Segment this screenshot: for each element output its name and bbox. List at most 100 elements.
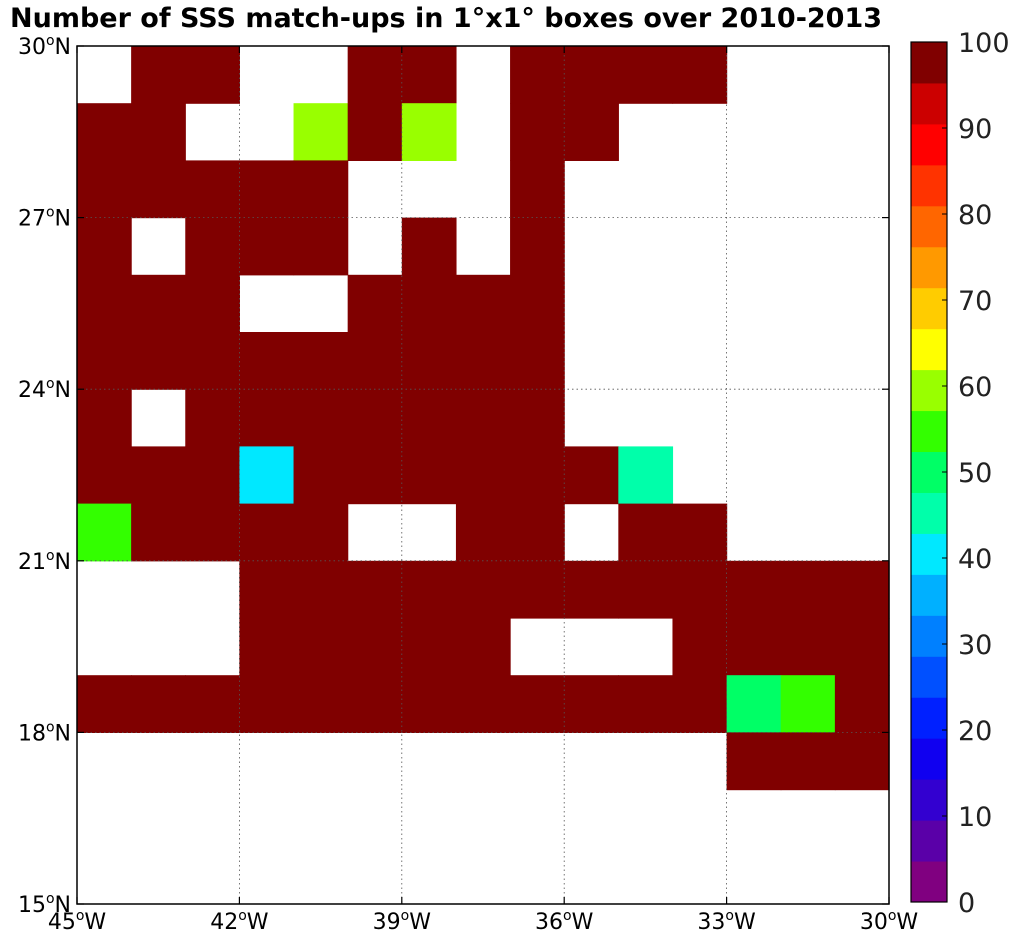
y-tick-label: 15oN: [18, 891, 71, 918]
colorbar: [910, 41, 948, 903]
heatmap-cell: [77, 217, 132, 276]
colorbar-segment: [911, 123, 947, 166]
colorbar-tick-label: 30: [958, 630, 992, 661]
heatmap-cell: [185, 332, 240, 390]
heatmap-cell: [347, 103, 403, 161]
heatmap-cell: [510, 503, 565, 562]
heatmap-cell: [347, 618, 403, 676]
heatmap-cell: [131, 332, 186, 390]
heatmap-cell: [401, 103, 457, 161]
heatmap-cell: [618, 560, 674, 619]
heatmap-cell: [131, 446, 186, 505]
colorbar-segment: [911, 328, 947, 371]
heatmap-cell: [455, 560, 511, 619]
heatmap-cell: [618, 446, 674, 505]
colorbar-segment: [911, 492, 947, 534]
heatmap-cell: [185, 217, 240, 276]
colorbar-segment: [911, 42, 947, 84]
colorbar-segment: [911, 615, 947, 657]
heatmap-cell: [401, 46, 457, 104]
heatmap-cell: [618, 675, 674, 733]
chart-title: Number of SSS match-ups in 1°x1° boxes o…: [10, 3, 883, 34]
heatmap-cell: [293, 675, 349, 733]
heatmap-cell: [131, 503, 186, 562]
heatmap-cell: [672, 675, 728, 733]
heatmap-cell: [185, 46, 240, 104]
heatmap-cell: [185, 503, 240, 562]
axis-ticks: [76, 45, 890, 905]
heatmap-cell: [672, 503, 728, 562]
x-tick-label: 33oW: [697, 908, 756, 935]
heatmap-cell: [293, 389, 349, 447]
heatmap-cell: [455, 274, 511, 333]
heatmap-cell: [185, 274, 240, 333]
y-axis-tick-labels: 30oN 27oN 24oN 21oN 18oN 15oN: [18, 33, 71, 918]
colorbar-tick-label: 80: [958, 200, 992, 231]
colorbar-segment: [911, 656, 947, 698]
colorbar-segment: [911, 779, 947, 821]
heatmap-cell: [293, 103, 349, 161]
heatmap-cell: [401, 446, 457, 505]
heatmap-cell: [401, 618, 457, 676]
heatmap-cell: [347, 560, 403, 619]
colorbar-tick-label: 70: [958, 286, 992, 317]
heatmap-cell: [347, 274, 403, 333]
heatmap-cell: [401, 560, 457, 619]
heatmap-cell: [672, 618, 728, 676]
colorbar-tick-label: 40: [958, 544, 992, 575]
colorbar-segment: [911, 574, 947, 616]
heatmap-cell: [455, 503, 511, 562]
plot-frame: [76, 45, 890, 905]
heatmap-cell: [401, 675, 457, 733]
heatmap-cell: [185, 675, 240, 733]
heatmap-cell: [510, 446, 565, 505]
x-tick-label: 36oW: [535, 908, 594, 935]
colorbar-segment: [911, 451, 947, 493]
colorbar-tick-label: 20: [958, 716, 992, 747]
heatmap-cell: [510, 103, 565, 161]
heatmap-cell: [780, 560, 836, 619]
x-tick-label: 30oW: [860, 908, 919, 935]
heatmap-cell: [401, 217, 457, 276]
heatmap-cell: [77, 332, 132, 390]
heatmap-cell: [293, 503, 349, 562]
heatmap-cell: [726, 618, 782, 676]
heatmap-cell: [510, 389, 565, 447]
heatmap-cell: [564, 103, 619, 161]
heatmap-cell: [185, 160, 240, 219]
colorbar-segment: [911, 533, 947, 575]
heatmap-cell: [455, 389, 511, 447]
heatmap-cell: [455, 446, 511, 505]
heatmap-cell: [510, 675, 565, 733]
heatmap-cell: [834, 732, 890, 791]
y-tick-label: 21oN: [18, 548, 71, 575]
heatmap-cell: [347, 389, 403, 447]
colorbar-tick-label: 50: [958, 458, 992, 489]
heatmap-cell: [77, 160, 132, 219]
heatmap-cell: [293, 217, 349, 276]
colorbar-tick-labels: 0 10 20 30 40 50 60 70 80 90 100: [942, 28, 1010, 919]
y-tick-label: 27oN: [18, 205, 71, 232]
heatmap-cell: [672, 46, 728, 104]
heatmap-cell: [77, 103, 132, 161]
heatmap-cell: [455, 675, 511, 733]
heatmap-cell: [510, 46, 565, 104]
colorbar-segment: [911, 246, 947, 289]
heatmap-cell: [726, 675, 782, 733]
heatmap-cell: [726, 560, 782, 619]
heatmap-cell: [618, 46, 674, 104]
heatmap-cell: [618, 503, 674, 562]
colorbar-segment: [911, 205, 947, 248]
colorbar-segment: [911, 369, 947, 412]
heatmap-cell: [455, 332, 511, 390]
heatmap-cell: [401, 332, 457, 390]
heatmap-cells: [77, 46, 890, 791]
heatmap-cell: [293, 160, 349, 219]
colorbar-segment: [911, 738, 947, 780]
heatmap-cell: [239, 217, 295, 276]
heatmap-cell: [293, 560, 349, 619]
colorbar-segment: [911, 697, 947, 739]
heatmap-cell: [131, 675, 186, 733]
colorbar-tick-label: 0: [958, 888, 975, 919]
